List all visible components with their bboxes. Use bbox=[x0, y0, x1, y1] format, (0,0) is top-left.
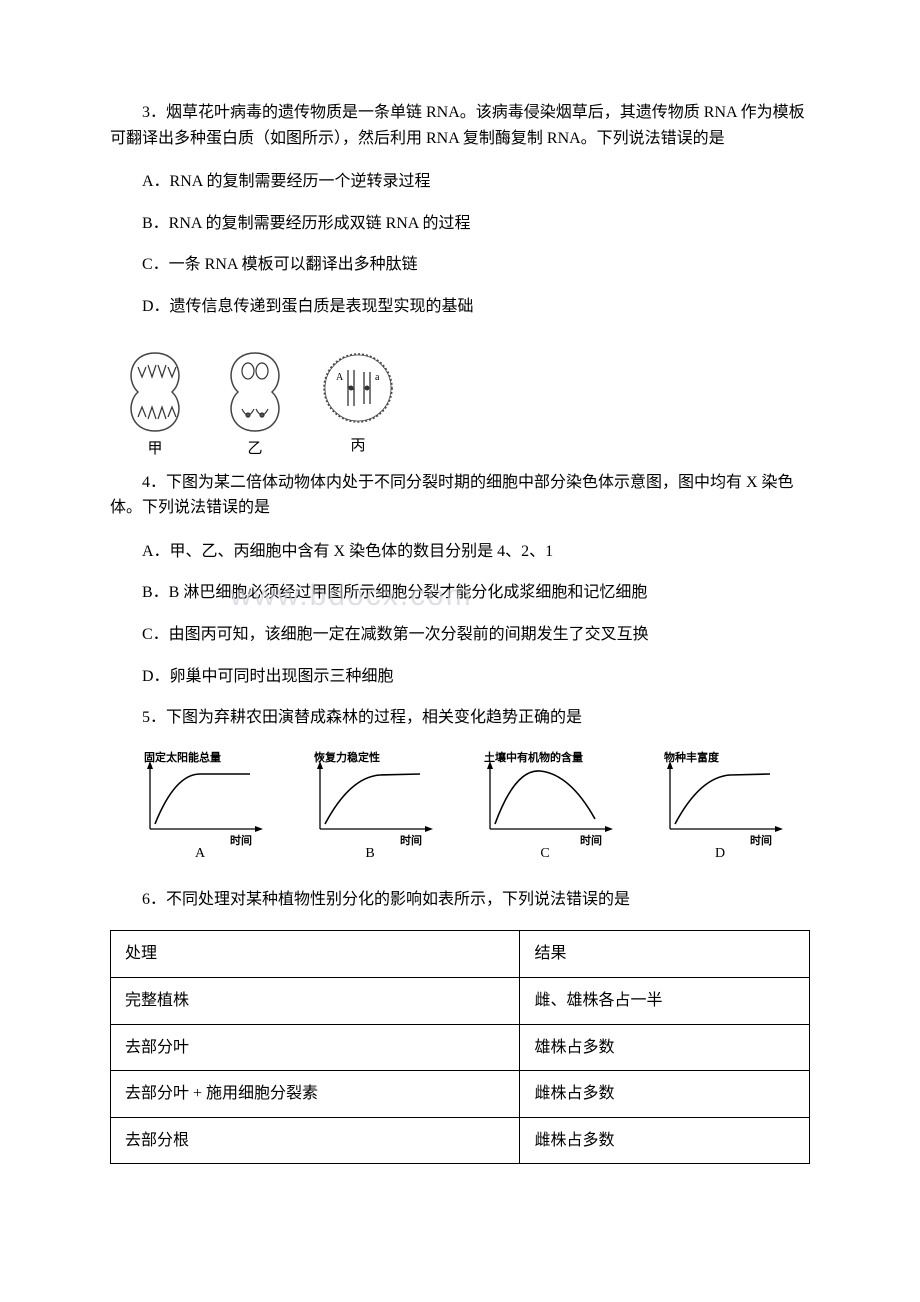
svg-text:固定太阳能总量: 固定太阳能总量 bbox=[144, 750, 221, 764]
svg-text:恢复力稳定性: 恢复力稳定性 bbox=[314, 750, 380, 764]
cell-label-b: 乙 bbox=[247, 441, 262, 457]
q3-option-c: C．一条 RNA 模板可以翻译出多种肽链 bbox=[110, 252, 810, 278]
table-cell: 完整植株 bbox=[111, 977, 520, 1024]
q3-stem: 3．烟草花叶病毒的遗传物质是一条单链 RNA。该病毒侵染烟草后，其遗传物质 RN… bbox=[110, 100, 810, 151]
cell-label-c: 丙 bbox=[350, 438, 365, 454]
q6-stem: 6．不同处理对某种植物性别分化的影响如表所示，下列说法错误的是 bbox=[110, 887, 810, 913]
table-cell: 雌株占多数 bbox=[520, 1117, 810, 1164]
table-cell: 雌、雄株各占一半 bbox=[520, 977, 810, 1024]
table-cell: 去部分根 bbox=[111, 1117, 520, 1164]
svg-text:时间: 时间 bbox=[230, 833, 252, 847]
q4-option-a: A．甲、乙、丙细胞中含有 X 染色体的数目分别是 4、2、1 bbox=[110, 539, 810, 565]
table-row: 去部分根 雌株占多数 bbox=[111, 1117, 810, 1164]
svg-text:物种丰富度: 物种丰富度 bbox=[664, 750, 720, 764]
table-row: 处理 结果 bbox=[111, 931, 810, 978]
q5-stem: 5．下图为弃耕农田演替成森林的过程，相关变化趋势正确的是 bbox=[110, 705, 810, 731]
q3-option-d: D．遗传信息传递到蛋白质是表现型实现的基础 bbox=[110, 294, 810, 320]
svg-text:土壤中有机物的含量: 土壤中有机物的含量 bbox=[484, 750, 583, 764]
table-row: 去部分叶 + 施用细胞分裂素 雌株占多数 bbox=[111, 1071, 810, 1118]
q5-charts: 固定太阳能总量 时间 A 恢复力稳定性 时间 B bbox=[130, 749, 810, 859]
svg-text:A: A bbox=[336, 372, 344, 383]
svg-text:D: D bbox=[715, 846, 725, 859]
table-cell: 去部分叶 bbox=[111, 1024, 520, 1071]
q4-option-c: C．由图丙可知，该细胞一定在减数第一次分裂前的间期发生了交叉互换 bbox=[110, 622, 810, 648]
svg-text:a: a bbox=[375, 372, 380, 383]
table-row: 完整植株 雌、雄株各占一半 bbox=[111, 977, 810, 1024]
q4-option-d: D．卵巢中可同时出现图示三种细胞 bbox=[110, 664, 810, 690]
table-cell: 去部分叶 + 施用细胞分裂素 bbox=[111, 1071, 520, 1118]
svg-text:A: A bbox=[195, 846, 206, 859]
svg-text:C: C bbox=[540, 846, 549, 859]
cell-label-a: 甲 bbox=[147, 441, 162, 457]
q4-stem: 4．下图为某二倍体动物体内处于不同分裂时期的细胞中部分染色体示意图，图中均有 X… bbox=[110, 470, 810, 521]
q6-table: 处理 结果 完整植株 雌、雄株各占一半 去部分叶 雄株占多数 去部分叶 + 施用… bbox=[110, 930, 810, 1164]
chart-b: 恢复力稳定性 时间 B bbox=[300, 749, 450, 859]
svg-text:时间: 时间 bbox=[400, 833, 422, 847]
svg-text:B: B bbox=[365, 846, 374, 859]
q4-option-b: B．B 淋巴细胞必须经过甲图所示细胞分裂才能分化成浆细胞和记忆细胞 bbox=[110, 580, 810, 606]
svg-text:时间: 时间 bbox=[750, 833, 772, 847]
chart-c: 土壤中有机物的含量 时间 C bbox=[470, 749, 630, 859]
chart-a: 固定太阳能总量 时间 A bbox=[130, 749, 280, 859]
table-cell: 结果 bbox=[520, 931, 810, 978]
svg-text:时间: 时间 bbox=[580, 833, 602, 847]
table-cell: 处理 bbox=[111, 931, 520, 978]
q3-option-a: A．RNA 的复制需要经历一个逆转录过程 bbox=[110, 169, 810, 195]
table-row: 去部分叶 雄株占多数 bbox=[111, 1024, 810, 1071]
table-cell: 雄株占多数 bbox=[520, 1024, 810, 1071]
q3-option-b: B．RNA 的复制需要经历形成双链 RNA 的过程 bbox=[110, 211, 810, 237]
cell-division-figure: 甲 乙 bbox=[110, 340, 810, 460]
chart-d: 物种丰富度 时间 D bbox=[650, 749, 800, 859]
table-cell: 雌株占多数 bbox=[520, 1071, 810, 1118]
